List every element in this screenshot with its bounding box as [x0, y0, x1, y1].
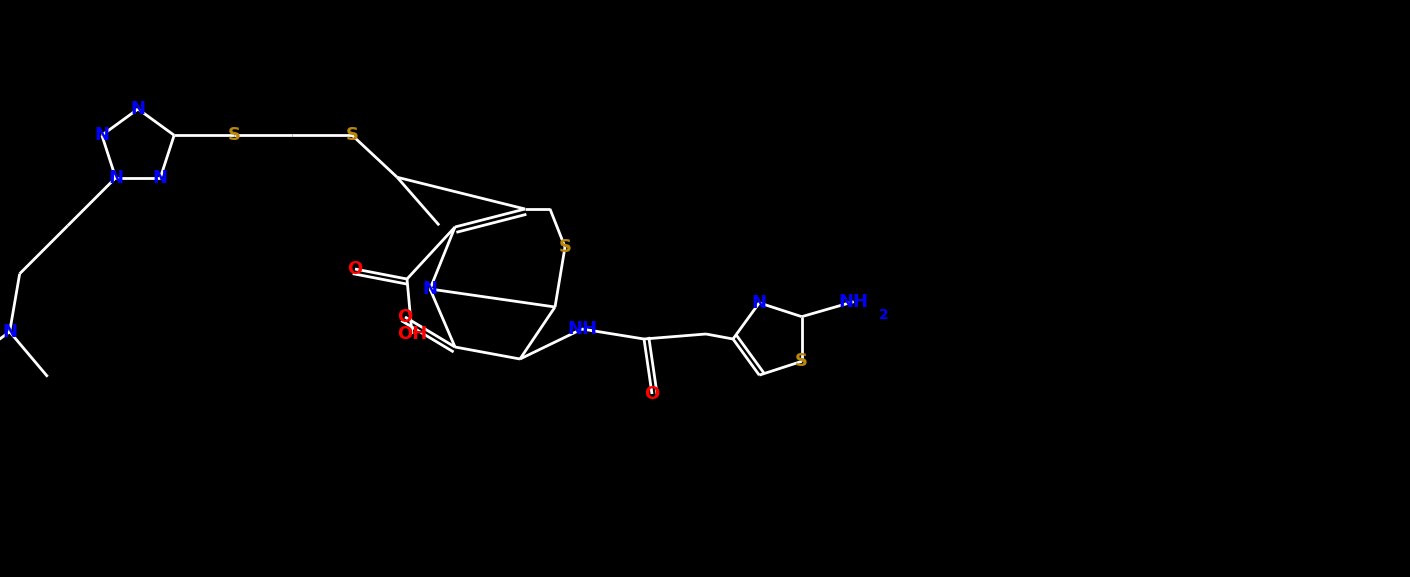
- Text: 2: 2: [878, 308, 888, 321]
- Text: N: N: [94, 126, 110, 144]
- Text: O: O: [398, 308, 413, 326]
- Text: N: N: [752, 294, 767, 312]
- Text: N: N: [152, 168, 168, 187]
- Text: S: S: [795, 353, 808, 370]
- Text: O: O: [347, 260, 362, 278]
- Text: S: S: [558, 238, 571, 256]
- Text: N: N: [423, 280, 437, 298]
- Text: O: O: [644, 385, 660, 403]
- Text: S: S: [227, 126, 241, 144]
- Text: N: N: [109, 168, 123, 187]
- Text: NH: NH: [839, 293, 869, 310]
- Text: S: S: [345, 126, 358, 144]
- Text: N: N: [3, 323, 17, 341]
- Text: OH: OH: [396, 325, 427, 343]
- Text: N: N: [131, 100, 145, 118]
- Text: NH: NH: [567, 320, 596, 338]
